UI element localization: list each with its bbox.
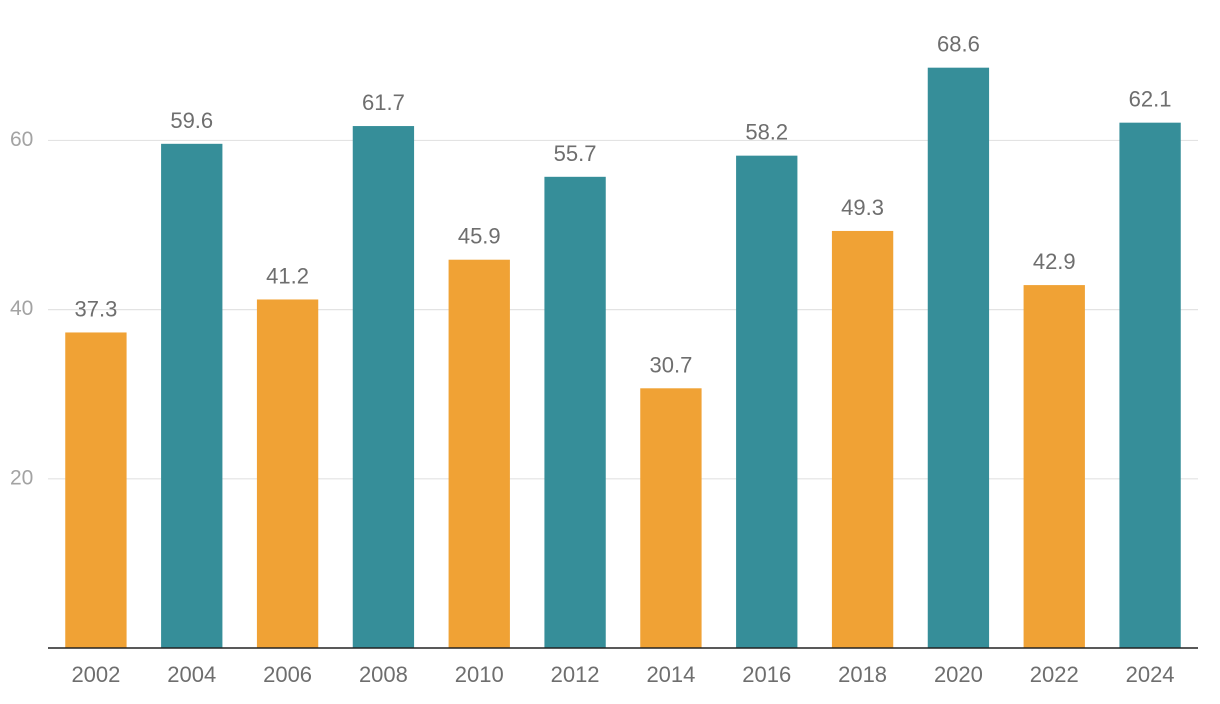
data-label: 58.2 xyxy=(745,120,788,145)
bar-2008 xyxy=(352,126,415,649)
y-tick-label: 20 xyxy=(10,466,33,489)
y-tick-label: 40 xyxy=(10,297,33,320)
x-tick-label: 2012 xyxy=(551,662,600,687)
bar-2014 xyxy=(640,388,702,648)
x-tick-label: 2010 xyxy=(455,662,504,687)
bar-2024 xyxy=(1119,122,1181,649)
x-tick-label: 2014 xyxy=(646,662,695,687)
bar-2006 xyxy=(256,299,319,648)
bars xyxy=(65,67,1181,649)
x-axis: 2002 2004 2006 2008 2010 2012 2014 2016 2018 2020… xyxy=(48,647,1198,687)
data-label: 45.9 xyxy=(458,224,501,249)
bar-2016 xyxy=(736,155,798,648)
bar-2018 xyxy=(831,230,894,648)
data-label: 30.7 xyxy=(650,352,693,377)
x-tick-label: 2002 xyxy=(71,662,120,687)
gridlines xyxy=(48,139,1198,480)
x-tick-label: 2004 xyxy=(167,662,216,687)
bar-2020 xyxy=(927,67,990,648)
bar-2010 xyxy=(448,259,510,648)
y-axis: 20 40 60 xyxy=(10,128,33,489)
x-tick-label: 2016 xyxy=(742,662,791,687)
bar-2022 xyxy=(1023,285,1085,648)
x-tick-label: 2018 xyxy=(838,662,887,687)
data-label: 55.7 xyxy=(554,141,597,166)
data-label: 42.9 xyxy=(1033,249,1076,274)
bar-2004 xyxy=(161,143,223,648)
bar-2002 xyxy=(65,332,127,648)
data-label: 68.6 xyxy=(937,32,980,57)
bar-2012 xyxy=(544,176,606,648)
data-label: 61.7 xyxy=(362,90,405,115)
x-tick-label: 2020 xyxy=(934,662,983,687)
data-label: 62.1 xyxy=(1129,87,1172,112)
x-tick-label: 2024 xyxy=(1126,662,1175,687)
data-labels: 37.3 59.6 41.2 61.7 45.9 55.7 30.7 58.2 49.3 68.6… xyxy=(75,32,1172,378)
y-tick-label: 60 xyxy=(10,128,33,151)
x-tick-label: 2006 xyxy=(263,662,312,687)
data-label: 41.2 xyxy=(266,263,309,288)
data-label: 59.6 xyxy=(170,108,213,133)
x-tick-label: 2008 xyxy=(359,662,408,687)
data-label: 49.3 xyxy=(841,195,884,220)
data-label: 37.3 xyxy=(75,296,118,321)
x-tick-label: 2022 xyxy=(1030,662,1079,687)
